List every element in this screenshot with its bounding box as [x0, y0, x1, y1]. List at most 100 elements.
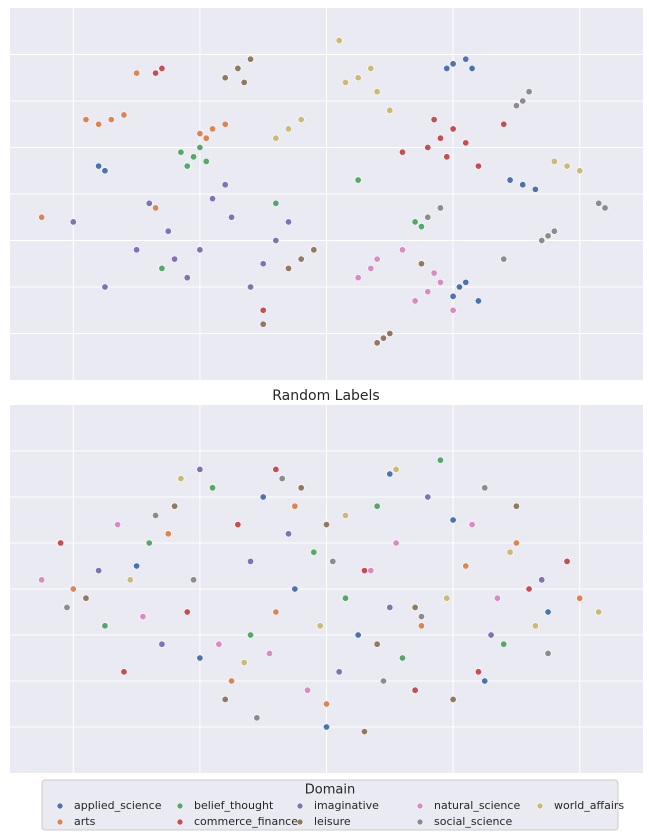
legend-marker [296, 802, 304, 810]
legend-marker [176, 818, 184, 826]
point [417, 223, 425, 231]
point [373, 502, 381, 510]
point [519, 97, 527, 105]
point [234, 521, 242, 529]
point [95, 567, 103, 575]
point [500, 255, 508, 263]
point [152, 69, 160, 77]
point [576, 167, 584, 175]
legend-label: commerce_finance [194, 815, 298, 828]
point [133, 69, 141, 77]
point [291, 585, 299, 593]
point [563, 557, 571, 565]
point [259, 493, 267, 501]
point [329, 557, 337, 565]
point [247, 557, 255, 565]
point [183, 274, 191, 282]
point [310, 548, 318, 556]
point [493, 594, 501, 602]
point [506, 176, 514, 184]
point [506, 548, 514, 556]
point [221, 120, 229, 128]
point [196, 130, 204, 138]
point [247, 283, 255, 291]
point [449, 516, 457, 524]
point [531, 622, 539, 630]
point [411, 686, 419, 694]
point [234, 64, 242, 72]
point [266, 649, 274, 657]
point [196, 144, 204, 152]
point [259, 320, 267, 328]
point [196, 654, 204, 662]
point [228, 677, 236, 685]
point [538, 237, 546, 245]
point [183, 162, 191, 170]
point [335, 37, 343, 45]
legend-title: Domain [305, 783, 355, 798]
point [436, 134, 444, 142]
point [126, 576, 134, 584]
point [95, 162, 103, 170]
point [424, 493, 432, 501]
point [436, 278, 444, 286]
point [519, 181, 527, 189]
point [171, 255, 179, 263]
point [190, 153, 198, 161]
point [285, 218, 293, 226]
point [297, 116, 305, 124]
point [38, 576, 46, 584]
point [341, 511, 349, 519]
point [152, 511, 160, 519]
point [500, 120, 508, 128]
point [468, 64, 476, 72]
point [430, 116, 438, 124]
point [38, 213, 46, 221]
point [158, 640, 166, 648]
point [443, 64, 451, 72]
point [202, 134, 210, 142]
point [417, 260, 425, 268]
point [240, 78, 248, 86]
point [272, 608, 280, 616]
point [411, 297, 419, 305]
point [183, 608, 191, 616]
point [392, 539, 400, 547]
point [82, 594, 90, 602]
point [512, 502, 520, 510]
point [417, 613, 425, 621]
point [158, 64, 166, 72]
legend-label: imaginative [314, 799, 379, 812]
point [285, 264, 293, 272]
point [424, 288, 432, 296]
legend-marker [536, 802, 544, 810]
point [341, 78, 349, 86]
point [386, 603, 394, 611]
point [297, 484, 305, 492]
point [120, 668, 128, 676]
point [310, 246, 318, 254]
point [272, 134, 280, 142]
point [449, 695, 457, 703]
legend-label: leisure [314, 815, 351, 828]
point [386, 106, 394, 114]
point [398, 148, 406, 156]
point [417, 622, 425, 630]
point [133, 246, 141, 254]
point [474, 162, 482, 170]
point [247, 631, 255, 639]
point [285, 125, 293, 133]
legend-label: belief_thought [194, 799, 274, 812]
point [449, 306, 457, 314]
point [171, 502, 179, 510]
point [139, 613, 147, 621]
point [95, 120, 103, 128]
point [209, 484, 217, 492]
legend-label: social_science [434, 815, 512, 828]
point [443, 153, 451, 161]
point [120, 111, 128, 119]
point [474, 297, 482, 305]
point [538, 576, 546, 584]
point [462, 278, 470, 286]
point [360, 728, 368, 736]
